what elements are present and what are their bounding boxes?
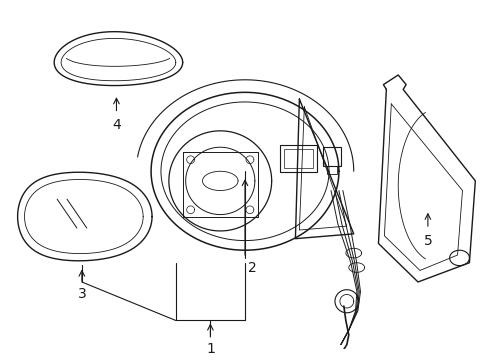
Bar bbox=[283, 149, 313, 168]
Text: 3: 3 bbox=[78, 287, 86, 301]
Bar bbox=[326, 166, 336, 174]
Bar bbox=[323, 147, 340, 166]
Bar bbox=[279, 145, 317, 172]
Text: 5: 5 bbox=[423, 234, 432, 248]
Text: 1: 1 bbox=[206, 342, 215, 356]
Text: 4: 4 bbox=[112, 118, 121, 132]
Text: 2: 2 bbox=[247, 261, 256, 275]
